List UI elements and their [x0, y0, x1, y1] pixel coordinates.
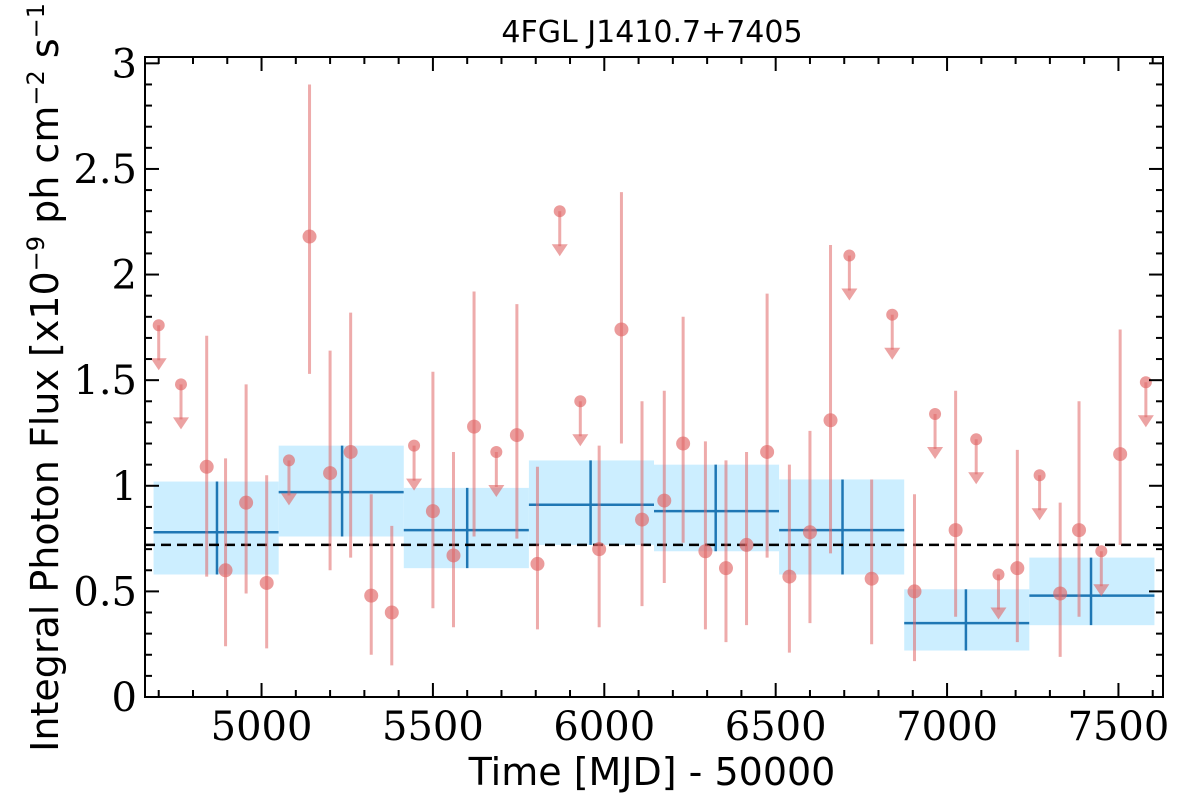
upper-limit-arrow — [488, 484, 505, 497]
chart-title: 4FGL J1410.7+7405 — [501, 15, 802, 50]
flux-point — [676, 436, 691, 451]
flux-point — [718, 561, 733, 576]
upper-limit-point — [408, 439, 421, 452]
upper-limit-point — [1033, 469, 1046, 482]
flux-point — [530, 556, 545, 571]
upper-limit-arrow — [968, 472, 985, 485]
flux-point — [1053, 586, 1068, 601]
flux-point — [802, 525, 817, 540]
upper-limit-arrow — [1137, 415, 1154, 428]
upper-limit-point — [553, 205, 566, 218]
upper-limit-arrow — [406, 478, 423, 491]
flux-point — [425, 504, 440, 519]
upper-limit-point — [929, 407, 942, 420]
flux-point — [259, 575, 274, 590]
x-tick-label: 6500 — [725, 704, 827, 750]
upper-limit-point — [490, 445, 503, 458]
upper-limit-arrow — [990, 607, 1007, 620]
flux-point — [657, 493, 672, 508]
flux-point — [782, 569, 797, 584]
flux-point — [739, 537, 754, 552]
flux-point — [509, 428, 524, 443]
flux-point — [343, 444, 358, 459]
x-tick-label: 7000 — [896, 704, 998, 750]
y-axis-title: Integral Photon Flux [x10−9 ph cm−2 s−1] — [22, 0, 67, 752]
upper-limit-arrow — [172, 417, 189, 430]
upper-limit-point — [152, 319, 165, 332]
upper-limit-arrow — [1031, 508, 1048, 521]
flux-points-layer — [150, 84, 1154, 666]
upper-limit-point — [174, 378, 187, 391]
upper-limit-arrow — [150, 358, 167, 371]
flux-point — [864, 571, 879, 586]
flux-point — [199, 459, 214, 474]
x-tick-label: 5500 — [382, 704, 484, 750]
upper-limit-point — [1095, 545, 1108, 558]
x-axis-title: Time [MJD] - 50000 — [468, 750, 836, 794]
flux-point — [614, 322, 629, 337]
binned-flux-layer — [153, 445, 1155, 651]
flux-point — [467, 419, 482, 434]
upper-limit-arrow — [551, 244, 568, 257]
y-tick-label: 2 — [112, 253, 137, 299]
upper-limit-arrow — [1093, 584, 1110, 597]
flux-point — [698, 544, 713, 559]
x-tick-label: 6000 — [553, 704, 655, 750]
upper-limit-arrow — [884, 347, 901, 360]
upper-limit-point — [970, 433, 983, 446]
upper-limit-point — [1139, 376, 1152, 389]
flux-point — [948, 523, 963, 538]
flux-point — [1010, 561, 1025, 576]
y-tick-label: 2.5 — [73, 147, 137, 193]
flux-point — [592, 542, 607, 557]
upper-limit-arrow — [841, 288, 858, 301]
flux-point — [364, 588, 379, 603]
y-tick-label: 1 — [112, 464, 137, 510]
upper-limit-point — [843, 249, 856, 262]
upper-limit-arrow — [280, 493, 297, 506]
y-tick-labels: 0 0.5 1 1.5 2 2.5 3 — [73, 41, 137, 721]
flux-point — [907, 584, 922, 599]
flux-point — [823, 413, 838, 428]
x-tick-labels: 5000 5500 6000 6500 7000 7500 — [211, 704, 1170, 750]
y-tick-label: 0 — [112, 675, 137, 721]
upper-limit-arrow — [572, 434, 589, 447]
upper-limit-point — [574, 395, 587, 408]
upper-limit-point — [992, 568, 1005, 581]
upper-limit-point — [886, 308, 899, 321]
flux-point — [1072, 523, 1087, 538]
plot-frame — [144, 56, 1164, 698]
flux-point — [446, 548, 461, 563]
y-tick-label: 1.5 — [73, 358, 137, 404]
flux-point — [239, 495, 254, 510]
flux-point — [760, 444, 775, 459]
upper-limit-point — [282, 454, 295, 467]
flux-point — [218, 563, 233, 578]
flux-point — [635, 512, 650, 527]
flux-point — [1113, 447, 1128, 462]
upper-limit-arrow — [927, 446, 944, 459]
x-tick-label: 7500 — [1068, 704, 1170, 750]
flux-point — [384, 605, 399, 620]
y-tick-label: 3 — [112, 41, 137, 87]
axis-ticks — [145, 57, 1163, 698]
flux-point — [323, 466, 338, 481]
y-tick-label: 0.5 — [73, 569, 137, 615]
flux-point — [302, 229, 317, 244]
x-tick-label: 5000 — [211, 704, 313, 750]
